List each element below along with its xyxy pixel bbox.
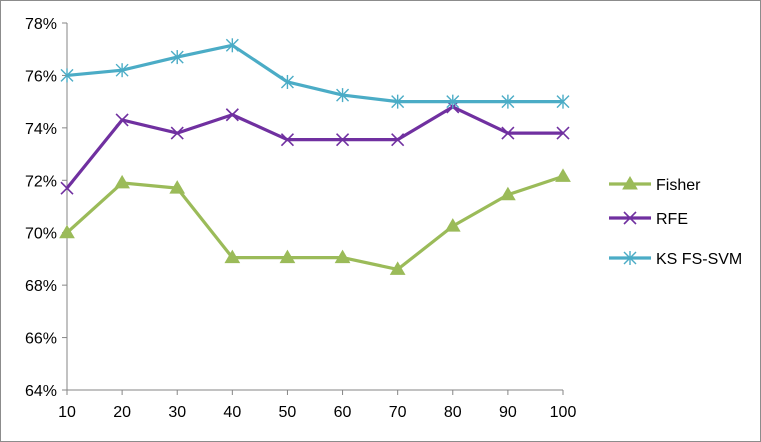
data-point-ks-fs-svm (225, 38, 239, 53)
axes: 64% 66% 68% 70% 72% 74% 76% 78% 10 20 30 40 50 60 70 80… (25, 16, 576, 421)
legend-item-fisher: Fisher (609, 176, 701, 194)
data-point-rfe (115, 113, 129, 127)
x-tick-label: 60 (334, 404, 352, 421)
x-tick-label: 90 (499, 404, 517, 421)
data-point-ks-fs-svm (446, 94, 460, 109)
data-point-fisher (389, 261, 406, 275)
data-point-rfe (501, 126, 515, 140)
data-point-rfe (225, 108, 239, 122)
data-point-fisher (59, 224, 75, 239)
data-point-fisher (279, 249, 296, 264)
x-tick-label: 70 (389, 404, 407, 421)
data-point-fisher (555, 168, 571, 182)
x-tick-label: 20 (113, 404, 131, 421)
data-point-fisher (114, 174, 130, 189)
data-point-ks-fs-svm (556, 94, 570, 109)
x-tick-label: 100 (550, 404, 577, 421)
series-rfe (60, 100, 570, 195)
data-point-ks-fs-svm (336, 88, 350, 103)
legend: Fisher RFE KS FS-SVM (609, 176, 742, 268)
data-point-rfe (556, 126, 570, 140)
data-point-rfe (335, 133, 350, 147)
legend-label: KS FS-SVM (656, 251, 742, 268)
legend-item-ks-fs-svm: KS FS-SVM (609, 251, 742, 268)
legend-marker (622, 176, 638, 190)
legend-marker (623, 211, 637, 225)
series-line-rfe (65, 105, 563, 190)
x-tick-label: 80 (444, 404, 462, 421)
y-tick-label: 66% (25, 331, 57, 348)
legend-label: Fisher (656, 177, 701, 194)
y-tick-label: 70% (25, 226, 57, 243)
legend-marker (623, 251, 637, 265)
x-tick-label: 40 (223, 404, 241, 421)
series-line-fisher (65, 174, 564, 272)
y-tick-label: 76% (25, 68, 57, 85)
data-point-ks-fs-svm (170, 50, 184, 65)
data-point-fisher (224, 249, 241, 264)
y-tick-label: 74% (25, 121, 57, 138)
data-point-fisher (500, 186, 516, 201)
x-tick-label: 30 (168, 404, 186, 421)
data-point-ks-fs-svm (115, 63, 129, 78)
x-tick-label: 50 (279, 404, 297, 421)
data-point-fisher (169, 180, 186, 194)
y-tick-label: 78% (25, 16, 57, 33)
data-point-rfe (280, 133, 295, 147)
data-point-rfe (60, 181, 74, 195)
data-point-fisher (334, 249, 351, 264)
data-point-ks-fs-svm (280, 74, 294, 89)
y-tick-label: 72% (25, 173, 57, 190)
data-point-ks-fs-svm (501, 94, 515, 109)
data-point-rfe (170, 126, 184, 140)
x-tick-label: 10 (58, 404, 76, 421)
data-point-ks-fs-svm (391, 94, 405, 109)
series-ks-fs-svm (60, 38, 570, 109)
y-tick-label: 68% (25, 278, 57, 295)
legend-item-rfe: RFE (609, 211, 688, 228)
series-line-ks-fs-svm (66, 43, 563, 104)
series-fisher (59, 168, 571, 275)
legend-label: RFE (656, 211, 688, 228)
data-point-fisher (444, 218, 461, 232)
data-point-rfe (391, 133, 405, 147)
series-layer (59, 38, 571, 275)
y-tick-label: 64% (25, 383, 57, 400)
data-point-ks-fs-svm (60, 68, 74, 83)
